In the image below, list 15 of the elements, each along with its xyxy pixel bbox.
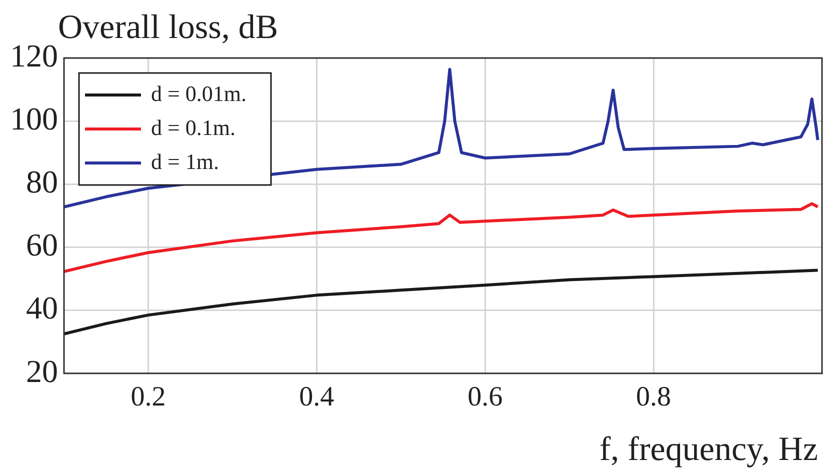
y-tick-label: 80 xyxy=(26,164,58,200)
x-tick-label: 0.2 xyxy=(130,382,166,413)
legend-label: d = 0.1m. xyxy=(151,114,236,140)
y-tick-label: 120 xyxy=(10,37,58,74)
legend-label: d = 0.01m. xyxy=(151,80,247,106)
legend-label: d = 1m. xyxy=(151,148,220,174)
y-tick-label: 20 xyxy=(26,352,58,389)
x-axis-title: f, frequency, Hz xyxy=(599,431,818,468)
x-tick-label: 0.4 xyxy=(299,382,334,413)
y-tick-label: 100 xyxy=(10,100,58,136)
x-tick-label: 0.8 xyxy=(636,382,672,413)
y-tick-label: 40 xyxy=(26,290,58,326)
y-axis-title: Overall loss, dB xyxy=(58,9,278,46)
x-tick-label: 0.6 xyxy=(468,382,503,413)
y-tick-label: 60 xyxy=(26,226,58,263)
